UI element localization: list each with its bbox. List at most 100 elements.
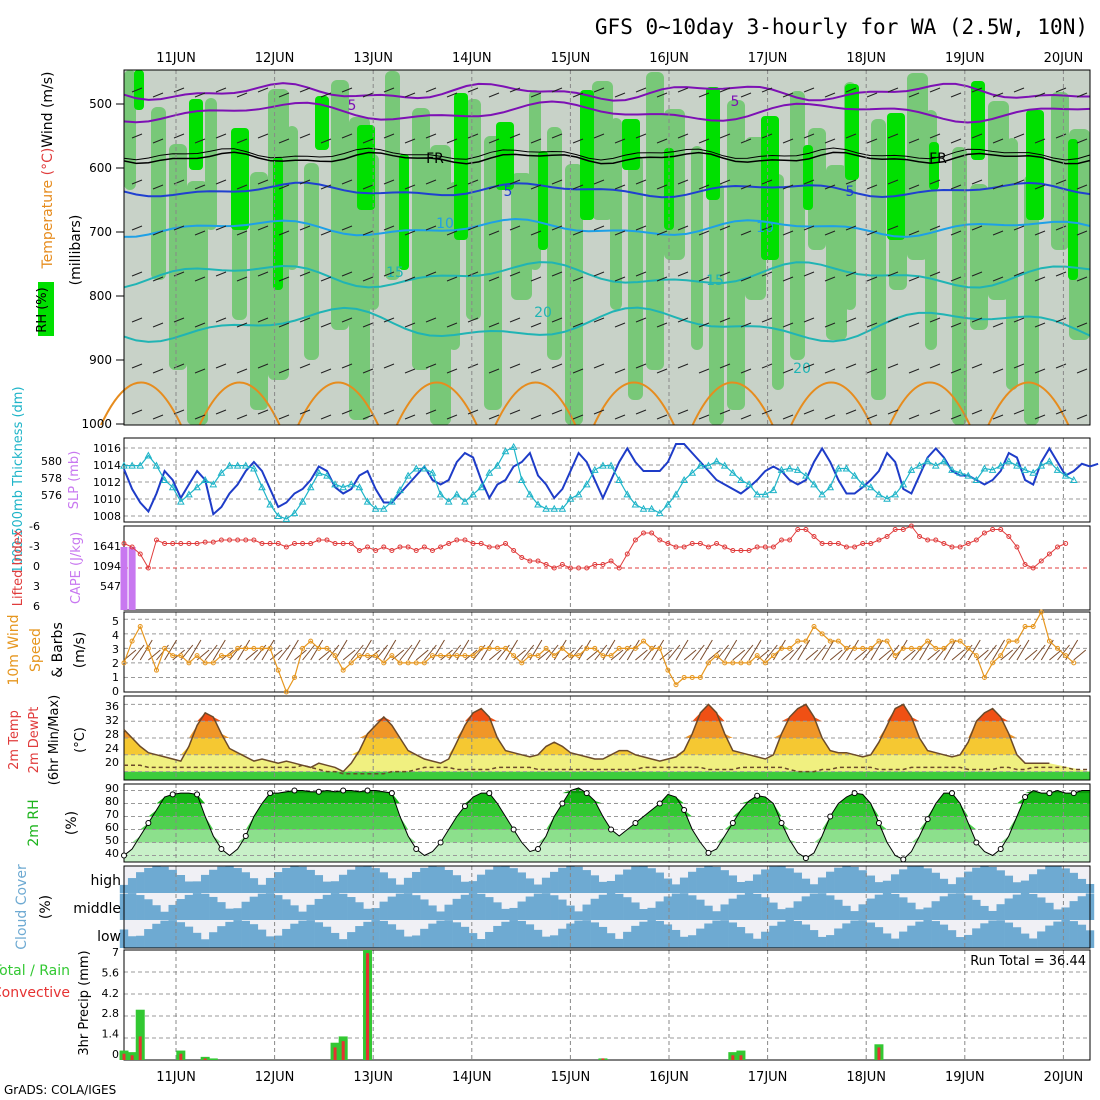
cloud-bar bbox=[290, 923, 299, 948]
wind-barb bbox=[724, 639, 738, 661]
cloud-bar bbox=[996, 870, 1005, 893]
thickness-marker bbox=[607, 461, 615, 469]
cloud-bar bbox=[420, 928, 429, 948]
wind-barb bbox=[1034, 92, 1046, 98]
wind-barb bbox=[656, 368, 668, 374]
lifted-index-marker bbox=[852, 544, 858, 550]
wind-barb bbox=[152, 230, 164, 236]
rh-marker bbox=[681, 807, 688, 813]
cloud-bar bbox=[363, 921, 372, 948]
wind-barb bbox=[530, 276, 542, 282]
cloud-bar bbox=[809, 893, 819, 920]
cloud-bar bbox=[728, 875, 738, 893]
wind-barb bbox=[698, 138, 710, 144]
wind-barb bbox=[404, 138, 416, 144]
cloud-bar bbox=[882, 893, 892, 920]
wind-barb bbox=[404, 414, 416, 420]
wind-speed-marker bbox=[356, 653, 362, 659]
wind-barb bbox=[719, 317, 731, 323]
lifted-index-marker bbox=[608, 558, 614, 564]
cloud-bar bbox=[1028, 894, 1038, 920]
rh-marker bbox=[778, 820, 785, 826]
top-day-label: 18JUN bbox=[846, 51, 886, 66]
thickness-marker bbox=[526, 490, 534, 498]
wind-barb bbox=[1013, 409, 1025, 415]
cloud-bar bbox=[623, 897, 632, 920]
thickness-marker bbox=[891, 490, 900, 498]
pressure-tick-label: 1000 bbox=[81, 417, 112, 431]
lifted-index-marker bbox=[803, 527, 809, 532]
cloud-bar bbox=[485, 869, 494, 893]
wind-barb bbox=[261, 639, 275, 661]
cloud-bar bbox=[338, 874, 348, 893]
top-day-label: 15JUN bbox=[551, 51, 591, 66]
cloud-bar bbox=[826, 895, 835, 920]
wind-barb bbox=[404, 184, 416, 190]
cloud-bar bbox=[752, 893, 762, 920]
cloud-bar bbox=[972, 928, 981, 948]
cloud-bar bbox=[290, 905, 299, 920]
lifted-index-marker bbox=[616, 565, 622, 571]
lifted-index-marker bbox=[316, 537, 322, 543]
wind-speed-marker bbox=[283, 689, 289, 695]
rh-mid-patch bbox=[592, 81, 613, 220]
cloud-bar bbox=[241, 901, 250, 920]
wind-barb bbox=[1008, 644, 1022, 661]
slp-tick-label: 1012 bbox=[93, 476, 121, 489]
wind-barb bbox=[781, 649, 794, 661]
wind-speed-marker bbox=[162, 645, 168, 651]
cloud-bar bbox=[882, 933, 892, 948]
wind-barb bbox=[971, 225, 983, 231]
cloud-bar bbox=[1020, 893, 1030, 920]
cloud-bar bbox=[915, 909, 924, 920]
cloud-bar bbox=[468, 893, 478, 920]
cape-lifted-index-panel: -6 -3 0 3 6 1641 1094 547 Lifted Index CAPE (J/kg… bbox=[11, 520, 1091, 613]
wind-barb bbox=[446, 92, 458, 98]
wind-barb bbox=[425, 179, 437, 185]
cloud-bar bbox=[265, 893, 275, 920]
wind-barb bbox=[635, 271, 647, 277]
temp-contour-line bbox=[123, 82, 1090, 102]
cloud-bar bbox=[931, 872, 940, 893]
wind-barb bbox=[887, 179, 899, 185]
lifted-index-marker bbox=[348, 541, 354, 546]
cloud-bar bbox=[720, 920, 729, 948]
wind-speed-marker bbox=[917, 645, 923, 651]
precip-convective-bar bbox=[739, 1055, 743, 1060]
lifted-index-marker bbox=[429, 548, 435, 553]
wind-barb bbox=[593, 409, 605, 415]
wind-barb bbox=[866, 138, 878, 144]
rh-marker bbox=[510, 826, 517, 833]
cloud-bar bbox=[257, 929, 267, 948]
cloud-bar bbox=[639, 921, 648, 948]
wind-barb bbox=[740, 322, 752, 328]
wind-speed-marker bbox=[243, 645, 249, 651]
cloud-bar bbox=[655, 901, 664, 920]
cloud-bar bbox=[233, 908, 242, 920]
wind-barb bbox=[698, 322, 710, 328]
wind-barb bbox=[362, 92, 374, 98]
lifted-index-marker bbox=[738, 548, 744, 553]
wind-barb bbox=[992, 230, 1004, 236]
rh-high-patch bbox=[231, 128, 249, 230]
wind-barb bbox=[908, 414, 920, 420]
wind-barb bbox=[362, 414, 374, 420]
thickness-marker bbox=[655, 509, 664, 517]
bottom-day-label: 15JUN bbox=[551, 1070, 591, 1085]
rh-high-patch bbox=[706, 87, 720, 200]
cloud-bar bbox=[452, 898, 462, 920]
temp-tick-label: 32 bbox=[105, 714, 119, 727]
wind-barb bbox=[824, 276, 836, 282]
wind-barb bbox=[299, 87, 311, 93]
wind-barb bbox=[299, 225, 311, 231]
lifted-index-marker bbox=[324, 537, 330, 543]
cloud-bar bbox=[371, 868, 380, 893]
wind-barb bbox=[236, 230, 248, 236]
wind-speed-marker bbox=[275, 667, 281, 673]
wind-barb bbox=[908, 184, 920, 190]
rh-mid-patch bbox=[151, 107, 166, 280]
thickness-marker bbox=[858, 480, 867, 488]
wind-speed-marker bbox=[803, 638, 809, 644]
lifted-index-marker bbox=[592, 562, 598, 567]
cloud-bar bbox=[533, 893, 543, 920]
